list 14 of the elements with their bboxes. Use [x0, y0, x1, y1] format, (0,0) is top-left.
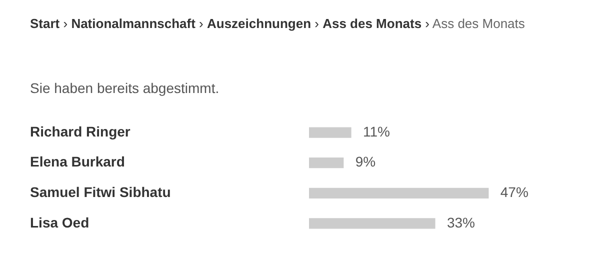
data-label: 9% — [355, 154, 376, 170]
data-label: 33% — [446, 214, 475, 230]
y-tick-label: Richard Ringer — [30, 123, 131, 140]
bar — [309, 158, 344, 168]
chart-title: Start › Nationalmannschaft › Auszeichnungen › Ass des Monats › Ass des Monats — [30, 16, 525, 31]
data-label: 47% — [500, 184, 528, 200]
bar — [309, 218, 436, 229]
bar — [309, 188, 489, 198]
data-label: 11% — [362, 123, 390, 140]
bar — [309, 127, 352, 138]
y-tick-label: Lisa Oed — [30, 214, 90, 230]
y-tick-label: Elena Burkard — [30, 154, 125, 170]
text: Sie haben bereits abgestimmt. — [30, 80, 220, 96]
y-tick-label: Samuel Fitwi Sibhatu — [30, 184, 171, 200]
